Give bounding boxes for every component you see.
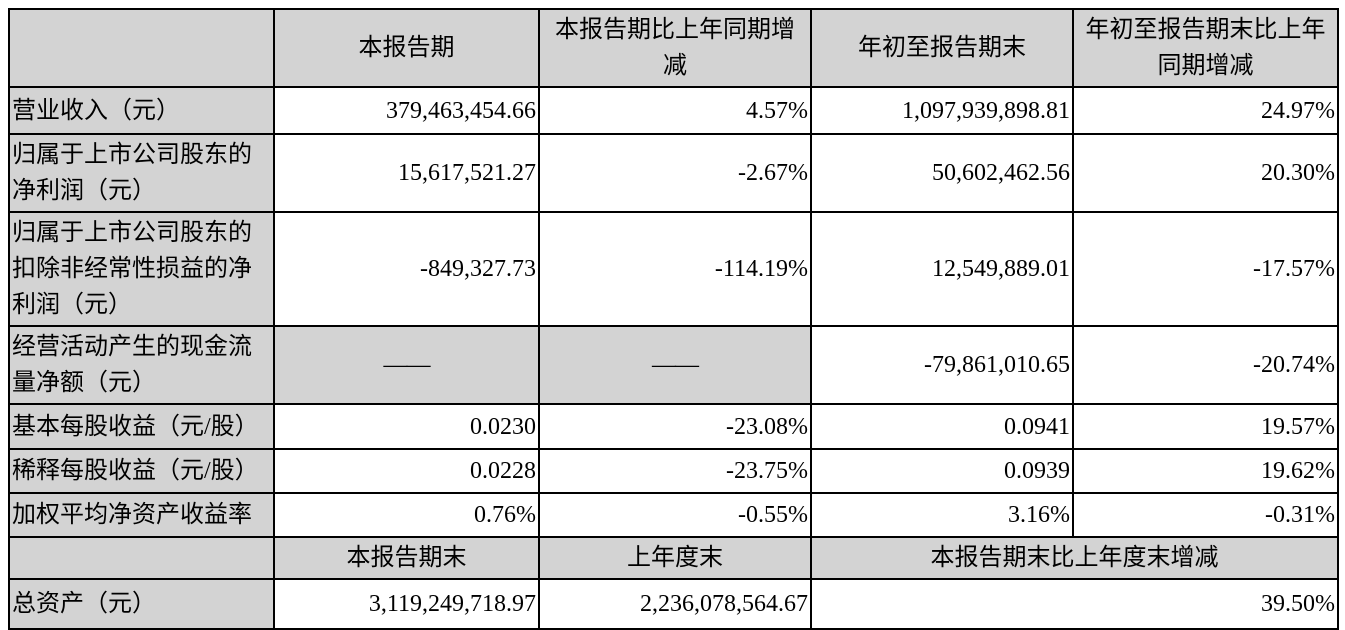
row-net-profit-attributable: 归属于上市公司股东的 净利润（元） 15,617,521.27 -2.67% 5… — [8, 133, 1339, 213]
secondary-header-corner-cell — [8, 536, 275, 580]
cell-current: 379,463,454.66 — [273, 86, 540, 135]
cell-ytd: -79,861,010.65 — [810, 325, 1074, 405]
header-ytd-yoy: 年初至报告期末比上年 同期增减 — [1072, 8, 1339, 88]
cell-ytd: 12,549,889.01 — [810, 211, 1074, 327]
cell-ytd-yoy: 19.57% — [1072, 403, 1339, 450]
row-net-profit-excl-nonrecurring: 归属于上市公司股东的 扣除非经常性损益的净 利润（元） -849,327.73 … — [8, 211, 1339, 327]
cell-ytd-yoy: -17.57% — [1072, 211, 1339, 327]
cell-current: 0.0228 — [273, 448, 540, 494]
row-label: 稀释每股收益（元/股） — [8, 448, 275, 494]
cell-current: 0.76% — [273, 492, 540, 538]
header-current-period: 本报告期 — [273, 8, 540, 88]
row-label: 营业收入（元） — [8, 86, 275, 135]
row-label: 基本每股收益（元/股） — [8, 403, 275, 450]
cell-current-yoy: 4.57% — [538, 86, 812, 135]
cell-current-yoy: -2.67% — [538, 133, 812, 213]
header-row: 本报告期 本报告期比上年同期增 减 年初至报告期末 年初至报告期末比上年 同期增… — [8, 8, 1339, 88]
header-corner-cell — [8, 8, 275, 88]
secondary-header-end-of-period: 本报告期末 — [273, 536, 540, 580]
cell-current: 15,617,521.27 — [273, 133, 540, 213]
cell-current-yoy: -23.75% — [538, 448, 812, 494]
cell-current: -849,327.73 — [273, 211, 540, 327]
row-label: 归属于上市公司股东的 净利润（元） — [8, 133, 275, 213]
secondary-header-row: 本报告期末 上年度末 本报告期末比上年度末增减 — [8, 536, 1339, 580]
row-diluted-eps: 稀释每股收益（元/股） 0.0228 -23.75% 0.0939 19.62% — [8, 448, 1339, 494]
cell-ytd-yoy: -0.31% — [1072, 492, 1339, 538]
cell-current-dash: —— — [273, 325, 540, 405]
header-current-period-yoy: 本报告期比上年同期增 减 — [538, 8, 812, 88]
cell-ytd: 3.16% — [810, 492, 1074, 538]
row-label: 加权平均净资产收益率 — [8, 492, 275, 538]
row-basic-eps: 基本每股收益（元/股） 0.0230 -23.08% 0.0941 19.57% — [8, 403, 1339, 450]
cell-ytd-yoy: 20.30% — [1072, 133, 1339, 213]
header-ytd: 年初至报告期末 — [810, 8, 1074, 88]
cell-change: 39.50% — [810, 578, 1339, 630]
cell-current: 0.0230 — [273, 403, 540, 450]
row-operating-cash-flow: 经营活动产生的现金流 量净额（元） —— —— -79,861,010.65 -… — [8, 325, 1339, 405]
row-total-assets: 总资产（元） 3,119,249,718.97 2,236,078,564.67… — [8, 578, 1339, 630]
cell-ytd: 0.0939 — [810, 448, 1074, 494]
secondary-header-change: 本报告期末比上年度末增减 — [810, 536, 1339, 580]
cell-ytd-yoy: 19.62% — [1072, 448, 1339, 494]
cell-ytd-yoy: -20.74% — [1072, 325, 1339, 405]
row-label: 总资产（元） — [8, 578, 275, 630]
row-operating-revenue: 营业收入（元） 379,463,454.66 4.57% 1,097,939,8… — [8, 86, 1339, 135]
cell-current-yoy: -0.55% — [538, 492, 812, 538]
cell-ytd: 50,602,462.56 — [810, 133, 1074, 213]
row-weighted-avg-roe: 加权平均净资产收益率 0.76% -0.55% 3.16% -0.31% — [8, 492, 1339, 538]
cell-ytd-yoy: 24.97% — [1072, 86, 1339, 135]
secondary-header-end-of-prior-year: 上年度末 — [538, 536, 812, 580]
cell-ytd: 0.0941 — [810, 403, 1074, 450]
cell-current-yoy: -114.19% — [538, 211, 812, 327]
row-label: 归属于上市公司股东的 扣除非经常性损益的净 利润（元） — [8, 211, 275, 327]
financial-summary-table: 本报告期 本报告期比上年同期增 减 年初至报告期末 年初至报告期末比上年 同期增… — [8, 8, 1339, 630]
cell-current-yoy-dash: —— — [538, 325, 812, 405]
cell-ytd: 1,097,939,898.81 — [810, 86, 1074, 135]
row-label: 经营活动产生的现金流 量净额（元） — [8, 325, 275, 405]
cell-current-yoy: -23.08% — [538, 403, 812, 450]
cell-end-of-prior-year: 2,236,078,564.67 — [538, 578, 812, 630]
cell-end-of-period: 3,119,249,718.97 — [273, 578, 540, 630]
